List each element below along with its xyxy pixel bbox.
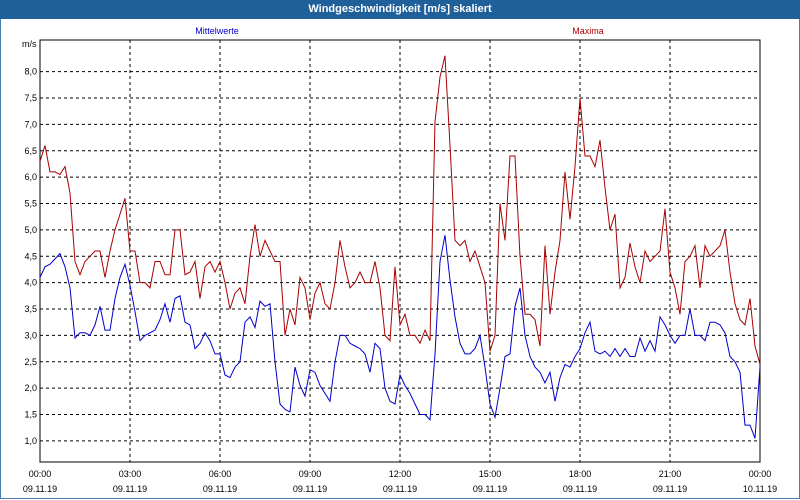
x-tick-time-label: 21:00 bbox=[659, 469, 682, 479]
y-tick-label: 3,0 bbox=[24, 330, 37, 340]
x-tick-date-label: 09.11.19 bbox=[203, 484, 237, 494]
grid-layer bbox=[40, 40, 760, 462]
series-layer bbox=[39, 55, 761, 439]
x-tick-time-label: 06:00 bbox=[209, 469, 232, 479]
y-tick-label: 3,5 bbox=[24, 304, 37, 314]
y-tick-label: 6,0 bbox=[24, 172, 37, 182]
axis-layer: 1,0 1,5 2,0 2,5 3,0 3,5 4,0 4,5 5,0 5,5 6,0 6,5 7,0 7… bbox=[23, 39, 777, 494]
x-tick-date-label: 09.11.19 bbox=[293, 484, 327, 494]
y-tick-label: 6,5 bbox=[24, 146, 37, 156]
y-axis-unit-label: m/s bbox=[22, 39, 37, 49]
y-tick-label: 2,0 bbox=[24, 383, 37, 393]
x-tick-time-label: 12:00 bbox=[389, 469, 412, 479]
x-tick-time-label: 15:00 bbox=[479, 469, 502, 479]
x-tick-date-label: 09.11.19 bbox=[473, 484, 507, 494]
x-tick-date-label: 09.11.19 bbox=[23, 484, 57, 494]
x-tick-time-label: 09:00 bbox=[299, 469, 322, 479]
x-tick-date-label: 09.11.19 bbox=[383, 484, 417, 494]
y-tick-label: 1,5 bbox=[24, 410, 37, 420]
x-tick-date-label: 09.11.19 bbox=[113, 484, 147, 494]
x-tick-time-label: 00:00 bbox=[749, 469, 772, 479]
y-tick-label: 5,5 bbox=[24, 199, 37, 209]
series-line-mittelwerte bbox=[39, 235, 761, 439]
x-tick-date-label: 09.11.19 bbox=[563, 484, 597, 494]
y-tick-label: 7,5 bbox=[24, 93, 37, 103]
y-tick-label: 8,0 bbox=[24, 67, 37, 77]
legend-mittelwerte: Mittelwerte bbox=[195, 26, 239, 36]
x-tick-date-label: 10.11.19 bbox=[743, 484, 777, 494]
series-line-maxima bbox=[39, 55, 761, 365]
y-tick-label: 2,5 bbox=[24, 357, 37, 367]
y-tick-label: 7,0 bbox=[24, 119, 37, 129]
x-tick-date-label: 09.11.19 bbox=[653, 484, 687, 494]
window-title: Windgeschwindigkeit [m/s] skaliert bbox=[0, 0, 800, 19]
x-tick-time-label: 00:00 bbox=[29, 469, 52, 479]
legend-maxima: Maxima bbox=[572, 26, 604, 36]
y-tick-label: 1,0 bbox=[24, 436, 37, 446]
y-tick-label: 4,5 bbox=[24, 251, 37, 261]
x-tick-time-label: 03:00 bbox=[119, 469, 142, 479]
plot-border bbox=[39, 39, 761, 463]
y-tick-label: 4,0 bbox=[24, 278, 37, 288]
x-tick-time-label: 18:00 bbox=[569, 469, 592, 479]
y-tick-label: 5,0 bbox=[24, 225, 37, 235]
